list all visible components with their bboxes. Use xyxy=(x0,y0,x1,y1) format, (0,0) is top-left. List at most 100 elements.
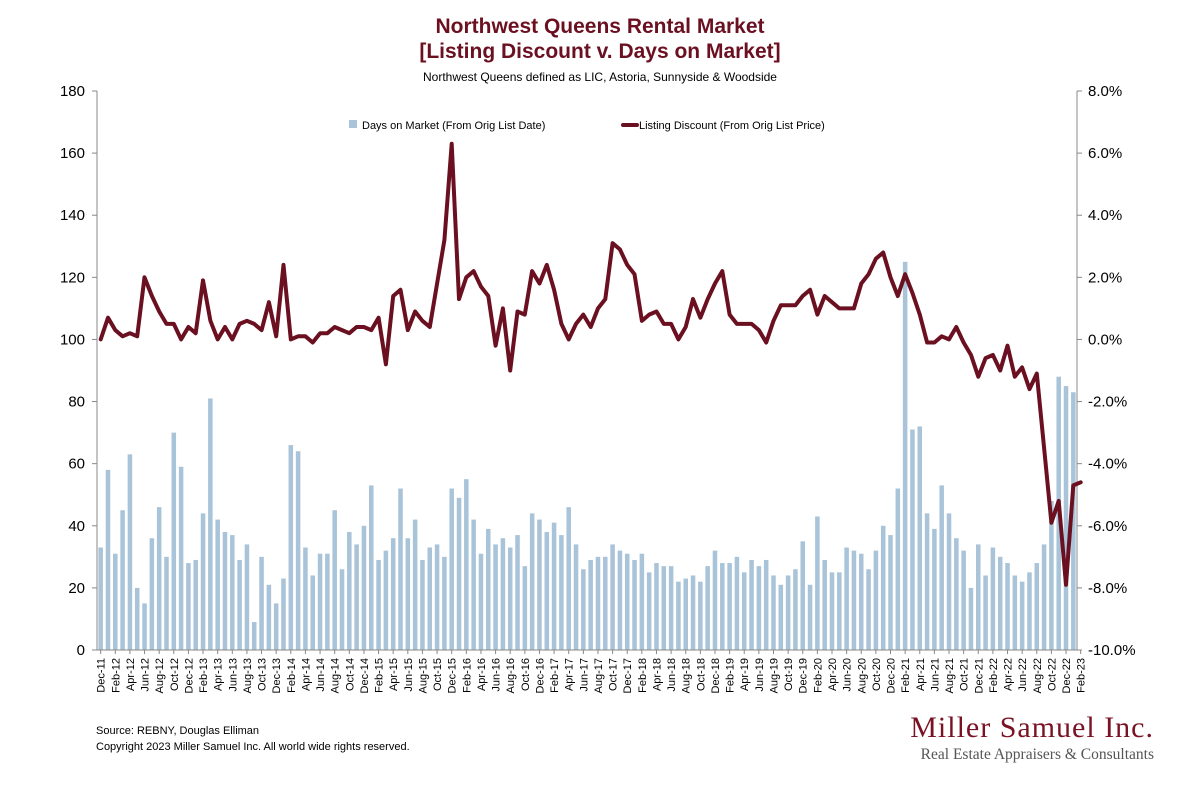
bar xyxy=(244,544,250,650)
bar xyxy=(639,553,645,650)
bar xyxy=(763,559,769,650)
bar xyxy=(690,575,696,650)
bar xyxy=(149,538,155,650)
bar xyxy=(215,519,220,650)
y-tick-label-left: 40 xyxy=(68,518,85,535)
bar xyxy=(961,550,966,650)
bar xyxy=(98,547,103,650)
bar xyxy=(464,479,469,650)
bar xyxy=(976,544,981,650)
bar xyxy=(259,556,264,650)
listing-discount-line xyxy=(98,141,1083,587)
bar xyxy=(668,566,674,650)
bar xyxy=(1071,392,1076,650)
x-tick-label: Apr-13 xyxy=(213,658,225,691)
bar xyxy=(317,553,323,650)
copyright-note: Copyright 2023 Miller Samuel Inc. All wo… xyxy=(96,741,410,753)
bar xyxy=(829,572,835,650)
bar xyxy=(288,445,294,650)
bar xyxy=(727,563,732,650)
x-tick-label: Feb-17 xyxy=(549,658,561,693)
bar xyxy=(566,507,571,650)
bar xyxy=(127,454,133,650)
bar xyxy=(1034,563,1040,650)
x-tick-label: Oct-21 xyxy=(959,658,971,691)
source-note: Source: REBNY, Douglas Elliman xyxy=(96,725,260,737)
y-tick-label-right: 0.0% xyxy=(1088,331,1122,348)
chart-subtitle: Northwest Queens defined as LIC, Astoria… xyxy=(423,70,777,84)
x-tick-label: Aug-21 xyxy=(944,658,956,693)
y-tick-label-left: 100 xyxy=(60,331,85,348)
bar xyxy=(610,544,615,650)
bar xyxy=(603,556,608,650)
bar xyxy=(888,535,893,650)
bar xyxy=(756,566,762,650)
bar xyxy=(164,556,169,650)
bar xyxy=(946,513,952,650)
bar xyxy=(171,432,177,650)
bar xyxy=(156,507,162,650)
bar xyxy=(142,603,147,650)
bar xyxy=(200,513,206,650)
bar xyxy=(866,569,871,650)
bar xyxy=(507,547,513,650)
x-tick-label: Aug-13 xyxy=(242,658,254,693)
bar xyxy=(325,553,330,650)
bar xyxy=(515,535,520,650)
bar xyxy=(617,550,623,650)
bar xyxy=(990,547,996,650)
x-tick-label: Jun-19 xyxy=(754,658,766,692)
y-tick-label-left: 160 xyxy=(60,145,85,162)
bar xyxy=(551,522,557,650)
bar xyxy=(456,497,462,650)
bar xyxy=(997,556,1003,650)
bar xyxy=(390,538,396,650)
company-tagline: Real Estate Appraisers & Consultants xyxy=(920,746,1154,763)
x-tick-label: Dec-22 xyxy=(1061,658,1073,693)
y-tick-label-left: 60 xyxy=(68,456,85,473)
bar xyxy=(581,569,586,650)
x-tick-label: Apr-17 xyxy=(564,658,576,691)
bar xyxy=(427,547,433,650)
y-tick-label-left: 20 xyxy=(68,580,85,597)
x-tick-label: Dec-12 xyxy=(183,658,195,693)
x-tick-label: Aug-20 xyxy=(856,658,868,693)
x-tick-label: Jun-15 xyxy=(403,658,415,692)
bar xyxy=(1012,575,1018,650)
x-tick-label: Aug-16 xyxy=(505,658,517,693)
bar xyxy=(720,563,725,650)
x-tick-label: Oct-20 xyxy=(871,658,883,691)
x-tick-label: Feb-14 xyxy=(286,658,298,693)
bar xyxy=(398,488,403,650)
x-tick-label: Apr-14 xyxy=(300,658,312,691)
bar xyxy=(807,584,813,650)
bar xyxy=(646,572,652,650)
bar xyxy=(420,559,425,650)
bar xyxy=(449,488,454,650)
y-tick-label-left: 0 xyxy=(77,642,85,659)
bar xyxy=(134,587,140,650)
x-tick-label: Dec-13 xyxy=(271,658,283,693)
bar xyxy=(705,566,710,650)
bar xyxy=(522,566,528,650)
bar xyxy=(500,538,506,650)
bar xyxy=(968,587,974,650)
x-tick-label: Dec-16 xyxy=(534,658,546,693)
bar xyxy=(222,531,228,650)
bar xyxy=(683,578,688,650)
bar xyxy=(588,559,593,650)
bar xyxy=(895,488,901,650)
bar xyxy=(178,466,184,650)
x-tick-label: Oct-14 xyxy=(344,658,356,691)
bar xyxy=(932,528,937,650)
y-tick-label-left: 140 xyxy=(60,207,85,224)
bar xyxy=(559,535,564,650)
y-tick-label-right: -10.0% xyxy=(1088,642,1136,659)
bar xyxy=(412,519,418,650)
x-tick-label: Oct-15 xyxy=(432,658,444,691)
y-tick-label-left: 80 xyxy=(68,394,85,411)
legend-label-line: Listing Discount (From Orig List Price) xyxy=(639,120,825,132)
x-tick-label: Dec-20 xyxy=(886,658,898,693)
x-tick-label: Jun-12 xyxy=(140,658,152,692)
